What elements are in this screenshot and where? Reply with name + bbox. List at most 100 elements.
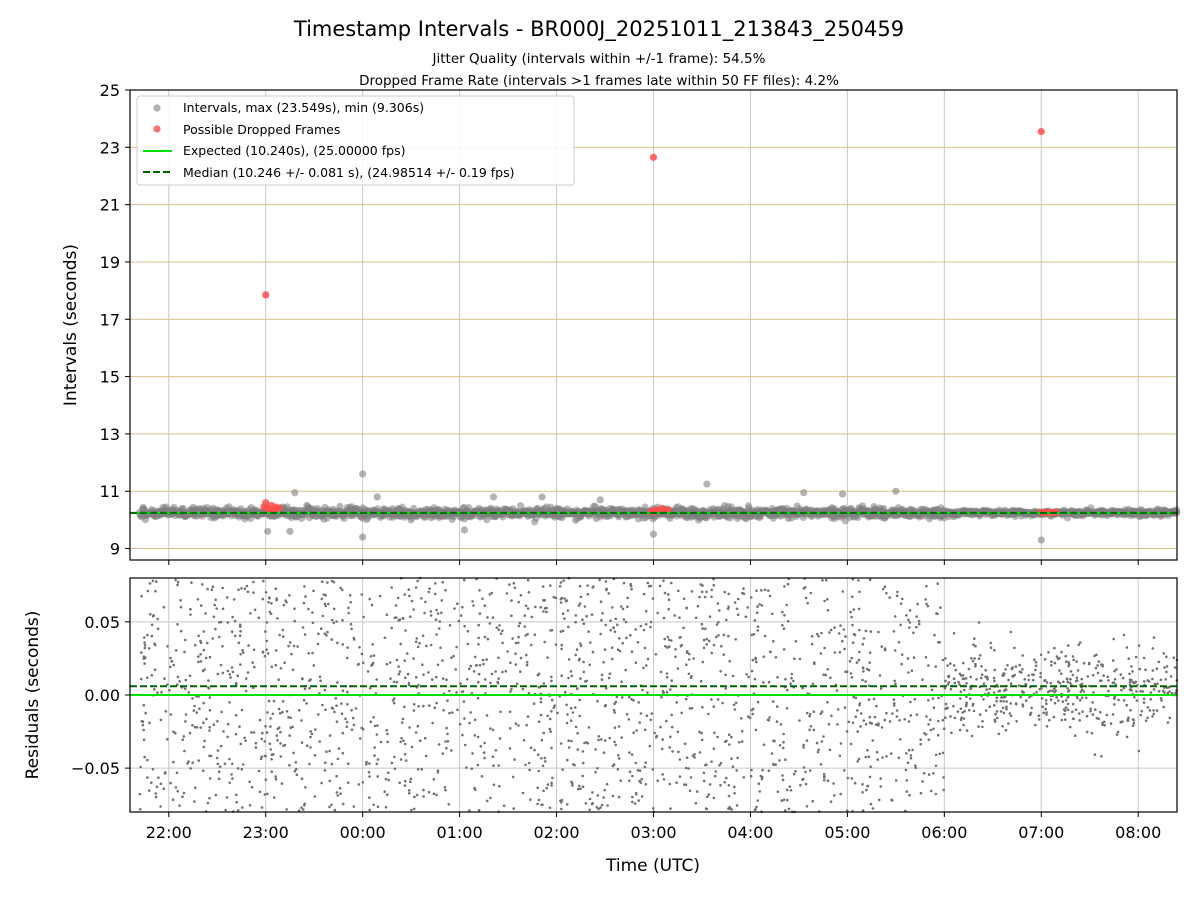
residual-point <box>762 743 766 747</box>
residual-point <box>640 795 644 798</box>
residual-point <box>985 676 989 680</box>
residual-point <box>571 711 575 714</box>
residual-point <box>1078 641 1082 644</box>
residual-point <box>262 579 265 583</box>
residual-point <box>603 739 607 742</box>
residual-point <box>893 649 897 652</box>
residual-point <box>712 796 716 800</box>
interval-outlier-point <box>264 527 272 535</box>
residual-point <box>448 689 451 693</box>
residual-point <box>624 620 628 624</box>
residual-point <box>199 653 202 656</box>
residual-point <box>379 740 383 744</box>
residual-point <box>812 710 816 713</box>
residual-point <box>208 729 211 732</box>
residual-point <box>968 697 972 700</box>
residual-point <box>1067 644 1070 647</box>
residual-point <box>596 767 599 770</box>
residual-point <box>1062 680 1065 684</box>
residual-point <box>372 716 375 719</box>
residual-point <box>660 747 664 751</box>
residual-point <box>539 606 542 609</box>
residual-point <box>1142 701 1146 704</box>
residual-point <box>852 632 856 636</box>
residual-point <box>973 637 976 640</box>
residual-point <box>1122 699 1126 702</box>
residual-point <box>678 775 682 778</box>
residual-point <box>702 771 706 775</box>
residual-point <box>312 589 315 593</box>
residual-point <box>755 611 759 614</box>
residual-point <box>407 789 411 792</box>
residual-point <box>197 655 200 658</box>
residual-point <box>488 593 492 596</box>
residual-point <box>1073 734 1077 737</box>
residual-point <box>143 641 146 644</box>
residual-point <box>649 718 653 722</box>
residual-point <box>349 622 353 626</box>
residual-point <box>159 782 163 786</box>
residual-point <box>282 744 285 748</box>
residual-point <box>1047 651 1050 654</box>
residual-point <box>836 723 839 726</box>
residual-point <box>179 629 183 633</box>
intervals-grid <box>130 89 1177 560</box>
residual-point <box>155 785 159 789</box>
residual-point <box>250 786 254 789</box>
residual-point <box>758 790 761 793</box>
residual-point <box>712 583 716 587</box>
residual-point <box>1152 712 1155 716</box>
residual-point <box>858 628 861 632</box>
residual-point <box>622 581 626 585</box>
residual-point <box>288 763 291 767</box>
residual-point <box>392 701 396 705</box>
residual-point <box>250 731 253 734</box>
residual-point <box>537 685 541 689</box>
residual-point <box>425 644 428 648</box>
residual-point <box>938 752 941 756</box>
residual-point <box>861 642 865 646</box>
residual-point <box>399 642 403 646</box>
residual-point <box>435 793 438 797</box>
residual-point <box>774 656 778 659</box>
residual-point <box>212 723 216 726</box>
residual-point <box>274 649 278 652</box>
residual-point <box>285 808 288 811</box>
residual-point <box>482 662 485 666</box>
residual-point <box>851 595 854 599</box>
residual-point <box>1009 702 1012 705</box>
residual-point <box>264 630 267 633</box>
residual-point <box>1058 656 1061 660</box>
residual-point <box>513 586 517 590</box>
residual-point <box>368 796 371 799</box>
residual-point <box>661 738 664 741</box>
residual-point <box>1053 690 1056 694</box>
residual-point <box>712 747 716 750</box>
residual-point <box>993 679 996 683</box>
residual-point <box>599 806 602 809</box>
legend-marker-dropped <box>153 125 161 133</box>
residual-point <box>370 603 374 607</box>
residual-point <box>915 713 919 716</box>
residual-point <box>466 629 470 633</box>
interval-outlier-point <box>892 487 900 495</box>
residual-point <box>1027 674 1030 677</box>
residual-point <box>803 586 807 589</box>
residual-point <box>212 615 216 619</box>
residual-point <box>989 641 992 645</box>
residual-point <box>927 773 931 776</box>
residual-point <box>733 785 736 789</box>
residual-point <box>288 734 291 737</box>
interval-outlier-point <box>838 490 847 498</box>
residual-point <box>181 738 184 741</box>
residual-point <box>166 683 169 686</box>
residual-point <box>999 699 1003 703</box>
residual-point <box>398 781 402 785</box>
residual-point <box>510 614 513 618</box>
residual-point <box>720 644 723 648</box>
residual-point <box>206 587 209 591</box>
residual-point <box>1090 731 1094 735</box>
residual-point <box>476 735 480 739</box>
residual-point <box>698 730 701 734</box>
residual-point <box>175 771 179 775</box>
